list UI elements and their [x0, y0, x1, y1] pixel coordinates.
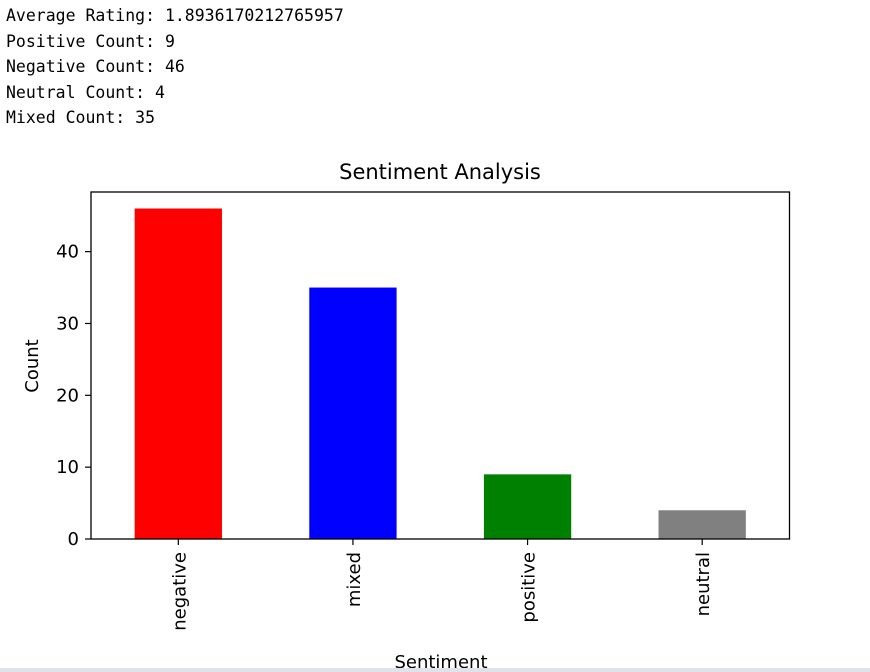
y-axis-label: Count [22, 339, 43, 392]
y-tick-label: 10 [56, 457, 79, 478]
output-line-neutral-count: Neutral Count: 4 [6, 82, 165, 102]
y-tick-label: 20 [56, 385, 79, 406]
bar-negative [134, 208, 222, 539]
y-tick-label: 0 [68, 529, 79, 550]
y-tick-label: 30 [56, 313, 79, 334]
output-line-positive-count: Positive Count: 9 [6, 31, 175, 51]
x-axis: negative mixed positive neutral [169, 539, 714, 631]
output-line-mixed-count: Mixed Count: 35 [6, 108, 156, 127]
x-axis-label: Sentiment [394, 652, 487, 668]
bar-mixed [309, 287, 397, 539]
chart-title: Sentiment Analysis [339, 160, 541, 184]
bars-layer [134, 208, 746, 539]
x-tick-label-positive: positive [519, 552, 540, 623]
bar-neutral [658, 510, 746, 539]
x-tick-label-mixed: mixed [344, 552, 365, 607]
cell-bottom-border [0, 668, 870, 672]
x-tick-label-neutral: neutral [693, 552, 714, 616]
y-axis: 0 10 20 30 40 [56, 242, 91, 550]
bar-positive [483, 474, 572, 539]
y-tick-label: 40 [56, 242, 79, 263]
printed-output: Average Rating: 1.8936170212765957 Posit… [6, 3, 344, 131]
x-tick-label-negative: negative [169, 552, 190, 631]
plot-frame [90, 191, 791, 540]
output-line-average-rating: Average Rating: 1.8936170212765957 [6, 6, 344, 25]
output-line-negative-count: Negative Count: 46 [6, 57, 185, 76]
